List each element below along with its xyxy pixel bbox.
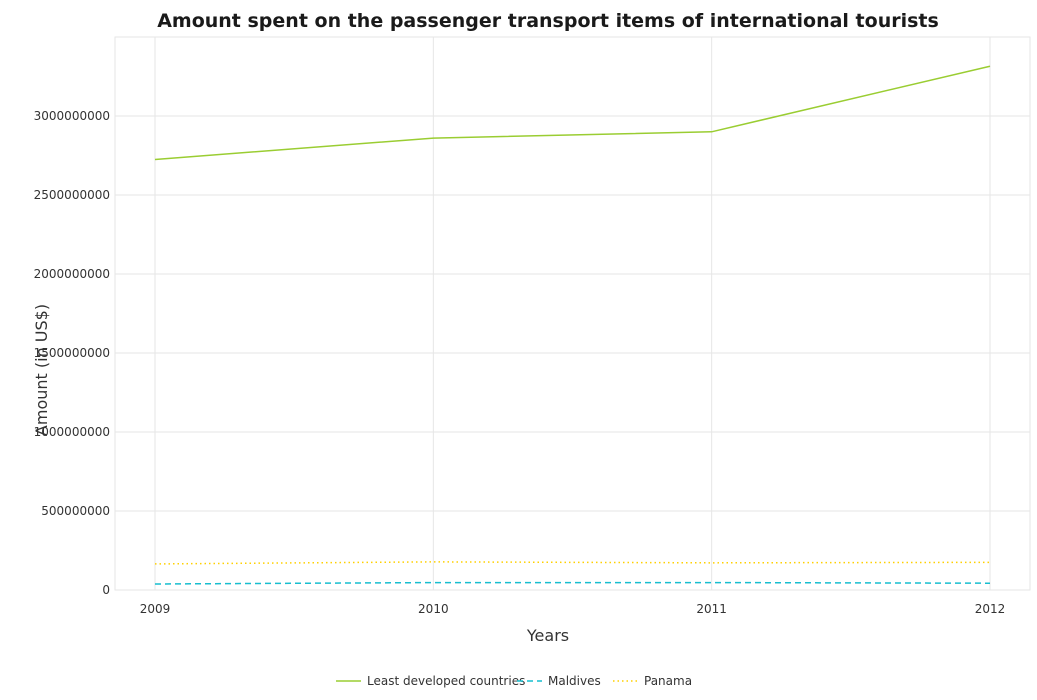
x-tick-label: 2009 <box>140 602 171 616</box>
series-lines <box>154 65 991 585</box>
legend-label: Panama <box>644 674 692 688</box>
y-axis-ticks: 0 500000000 1000000000 1500000000 2000000000… <box>34 109 110 597</box>
y-tick-label: 2000000000 <box>34 267 110 281</box>
series-line-0 <box>154 65 991 161</box>
y-tick-label: 0 <box>102 583 110 597</box>
legend: Least developed countries Maldives Panama <box>336 674 692 688</box>
plot-frame <box>114 36 1031 591</box>
x-tick-label: 2010 <box>418 602 449 616</box>
y-tick-label: 1000000000 <box>34 425 110 439</box>
x-tick-label: 2011 <box>696 602 727 616</box>
x-axis-ticks: 2009 2010 2011 2012 <box>140 602 1006 616</box>
y-tick-label: 2500000000 <box>34 188 110 202</box>
gridlines <box>114 36 1031 591</box>
y-tick-label: 3000000000 <box>34 109 110 123</box>
y-tick-label: 1500000000 <box>34 346 110 360</box>
chart-title: Amount spent on the passenger transport … <box>157 10 939 32</box>
x-axis-label: Years <box>526 626 569 645</box>
y-axis-label: Amount (in US$) <box>32 304 51 436</box>
x-tick-label: 2012 <box>975 602 1006 616</box>
legend-label: Least developed countries <box>367 674 525 688</box>
series-line-1 <box>154 581 991 585</box>
series-line-2 <box>154 561 991 565</box>
y-tick-label: 500000000 <box>41 504 110 518</box>
legend-label: Maldives <box>548 674 601 688</box>
